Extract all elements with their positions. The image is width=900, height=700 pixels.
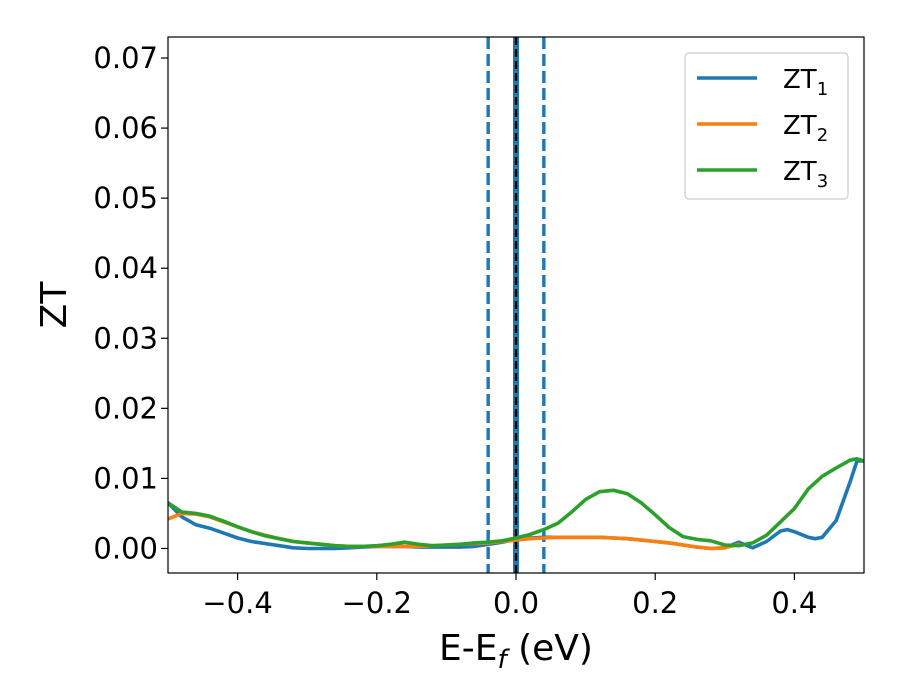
x-tick-label: 0.0 bbox=[493, 586, 539, 620]
series-lines bbox=[168, 456, 864, 551]
legend-label-3: ZT3 bbox=[783, 157, 828, 192]
legend-box bbox=[684, 52, 849, 200]
y-tick-label: 0.01 bbox=[93, 461, 158, 495]
y-axis-ticks: 0.00 0.01 0.02 0.03 0.04 0.05 0.06 0.07 bbox=[93, 41, 168, 565]
y-tick-label: 0.00 bbox=[93, 531, 158, 565]
legend-label-1: ZT1 bbox=[783, 65, 828, 100]
y-axis-label: ZT bbox=[34, 281, 75, 329]
x-axis-label: E-Ef (eV) bbox=[439, 628, 593, 675]
y-tick-label: 0.05 bbox=[93, 181, 158, 215]
series-line-3 bbox=[168, 456, 864, 549]
x-tick-label: −0.4 bbox=[202, 586, 272, 620]
x-tick-label: 0.2 bbox=[632, 586, 678, 620]
x-tick-label: 0.4 bbox=[771, 586, 817, 620]
y-tick-label: 0.04 bbox=[93, 251, 158, 285]
reference-lines bbox=[486, 37, 546, 573]
y-tick-label: 0.07 bbox=[93, 41, 158, 75]
x-axis-ticks: −0.4 −0.2 0.0 0.2 0.4 bbox=[202, 573, 817, 620]
y-tick-label: 0.06 bbox=[93, 111, 158, 145]
legend-label-2: ZT2 bbox=[783, 111, 828, 146]
y-tick-label: 0.03 bbox=[93, 321, 158, 355]
legend: ZT1 ZT2 ZT3 bbox=[684, 52, 849, 200]
y-tick-label: 0.02 bbox=[93, 391, 158, 425]
x-tick-label: −0.2 bbox=[342, 586, 412, 620]
